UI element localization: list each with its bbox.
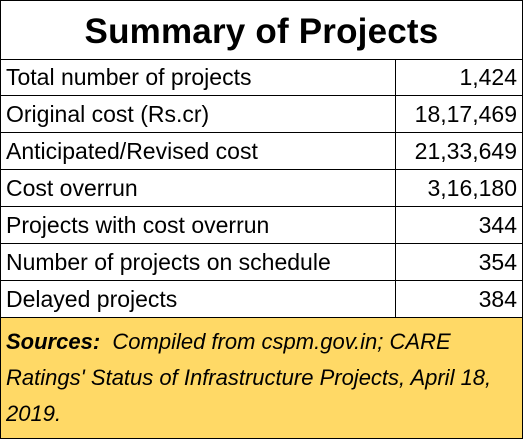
- table-row: Number of projects on schedule 354: [1, 244, 522, 281]
- row-value: 21,33,649: [414, 138, 517, 164]
- row-value: 384: [478, 286, 517, 312]
- table-body: Total number of projects 1,424 Original …: [1, 59, 522, 318]
- table-row: Anticipated/Revised cost 21,33,649: [1, 133, 522, 170]
- table-row: Delayed projects 384: [1, 281, 522, 318]
- row-value: 18,17,469: [414, 101, 517, 127]
- row-label: Anticipated/Revised cost: [1, 133, 396, 169]
- sources-text: Compiled from cspm.gov.in; CARE Ratings'…: [6, 329, 492, 426]
- row-label: Delayed projects: [1, 281, 396, 317]
- row-label: Number of projects on schedule: [1, 244, 396, 280]
- row-value: 354: [478, 249, 517, 275]
- row-value: 1,424: [459, 64, 517, 90]
- title-row: Summary of Projects: [1, 1, 522, 60]
- sources-note: Sources: Compiled from cspm.gov.in; CARE…: [1, 318, 522, 438]
- table-row: Original cost (Rs.cr) 18,17,469: [1, 96, 522, 133]
- row-label: Original cost (Rs.cr): [1, 96, 396, 132]
- table-row: Projects with cost overrun 344: [1, 207, 522, 244]
- row-label: Cost overrun: [1, 170, 396, 206]
- row-value: 344: [478, 212, 517, 238]
- table-row: Cost overrun 3,16,180: [1, 170, 522, 207]
- row-value: 3,16,180: [427, 175, 517, 201]
- table-title: Summary of Projects: [84, 11, 439, 51]
- sources-label: Sources:: [6, 329, 101, 354]
- row-label: Total number of projects: [1, 59, 396, 95]
- row-label: Projects with cost overrun: [1, 207, 396, 243]
- table-row: Total number of projects 1,424: [1, 59, 522, 96]
